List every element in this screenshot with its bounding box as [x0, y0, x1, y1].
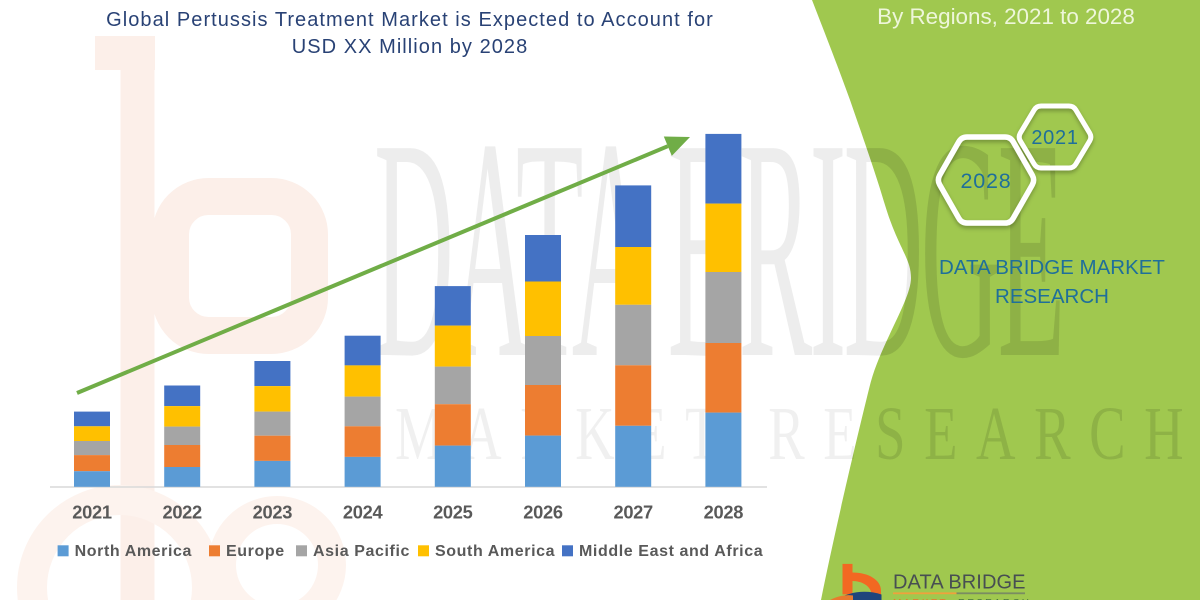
svg-text:2023: 2023 — [253, 502, 293, 523]
svg-text:DATA BRIDGE: DATA BRIDGE — [893, 572, 1026, 594]
svg-text:MARKET: MARKET — [893, 598, 948, 600]
svg-text:2021: 2021 — [72, 502, 112, 523]
svg-text:North America: North America — [75, 543, 192, 560]
svg-text:Europe: Europe — [226, 543, 285, 560]
svg-text:2026: 2026 — [523, 502, 563, 523]
svg-text:2022: 2022 — [162, 502, 202, 523]
svg-text:2027: 2027 — [613, 502, 653, 523]
svg-text:2028: 2028 — [960, 169, 1011, 193]
svg-text:2021: 2021 — [1031, 127, 1078, 149]
svg-text:2025: 2025 — [433, 502, 473, 523]
svg-text:2024: 2024 — [343, 502, 384, 523]
svg-text:Asia Pacific: Asia Pacific — [313, 543, 410, 560]
svg-text:Middle East and Africa: Middle East and Africa — [579, 543, 763, 560]
svg-text:RESEARCH: RESEARCH — [958, 598, 1031, 600]
svg-text:MARKET RESEARCH: MARKET RESEARCH — [395, 392, 1200, 476]
svg-text:South America: South America — [435, 543, 555, 560]
svg-text:2028: 2028 — [704, 502, 744, 523]
